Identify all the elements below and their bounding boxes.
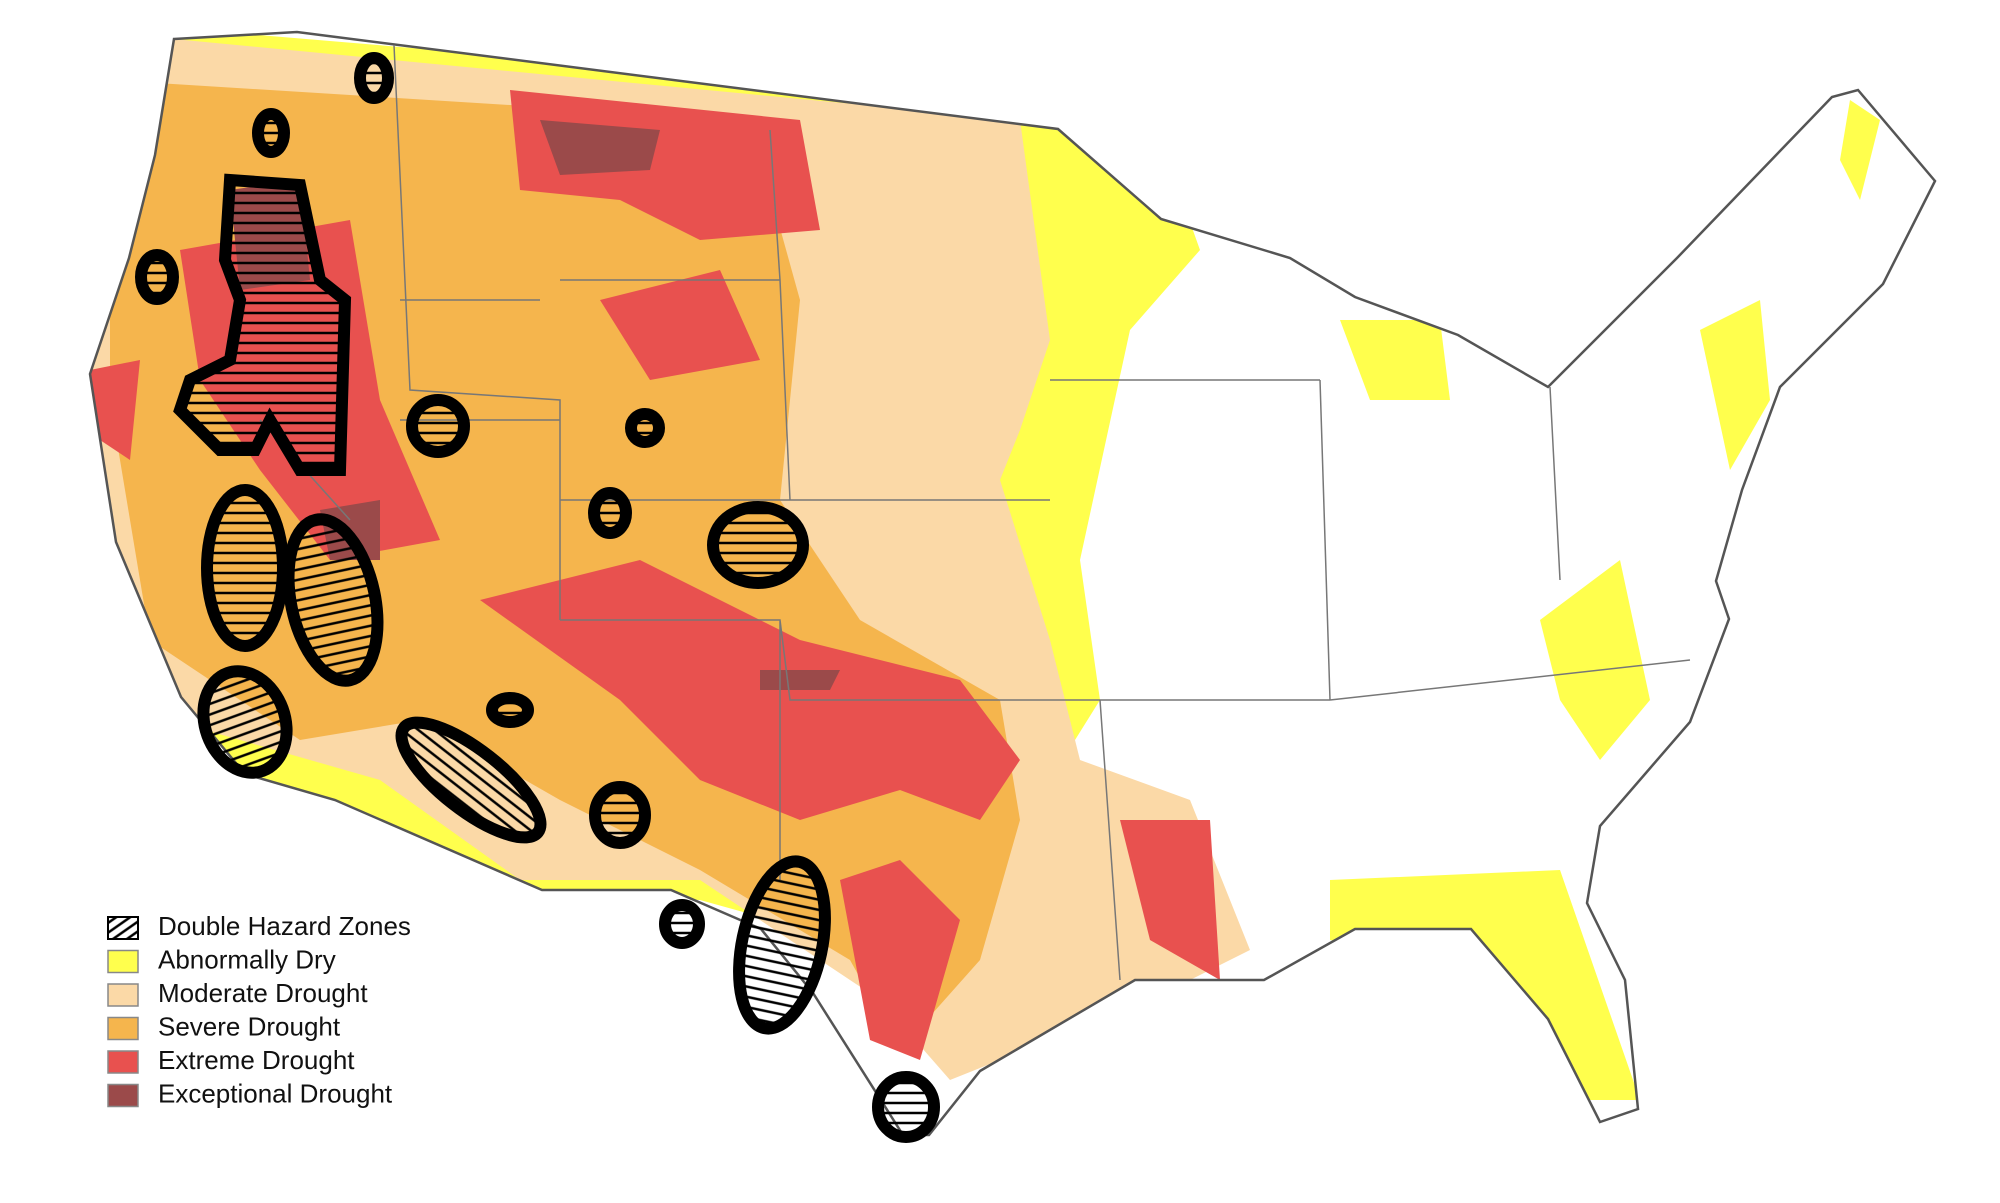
hazard-zone xyxy=(733,855,831,1035)
hazard-zone xyxy=(872,1071,940,1143)
legend-label: Abnormally Dry xyxy=(158,944,336,974)
hazard-zone xyxy=(173,173,352,476)
hazard-zone xyxy=(354,52,394,104)
hazard-zone xyxy=(625,408,665,448)
legend-swatch xyxy=(107,983,139,1007)
legend-swatch xyxy=(107,1016,139,1041)
legend-label: Exceptional Drought xyxy=(158,1078,393,1108)
extreme-area xyxy=(90,90,1220,1060)
hazard-zone xyxy=(486,692,534,728)
hazard-zone xyxy=(589,781,651,849)
hazard-zone xyxy=(282,513,384,687)
double-hazard-zones xyxy=(135,52,940,1143)
legend-label: Moderate Drought xyxy=(158,978,368,1008)
hazard-zone xyxy=(201,484,289,652)
legend-swatch xyxy=(107,1050,139,1074)
hazard-zone xyxy=(252,108,290,158)
hazard-zone xyxy=(588,487,632,539)
legend-label: Double Hazard Zones xyxy=(158,911,411,941)
hazard-zone xyxy=(406,394,470,458)
hazard-zone xyxy=(707,501,809,589)
hazard-zone xyxy=(135,249,179,305)
hazard-zone xyxy=(659,899,705,949)
legend-label: Extreme Drought xyxy=(158,1045,355,1075)
legend-swatch xyxy=(107,949,139,974)
legend-swatch xyxy=(107,916,139,940)
hazard-zone xyxy=(197,665,293,779)
hazard-zone xyxy=(395,716,547,844)
dry-area xyxy=(1330,100,1880,1100)
legend-label: Severe Drought xyxy=(158,1011,341,1041)
legend-swatch xyxy=(107,1083,139,1108)
